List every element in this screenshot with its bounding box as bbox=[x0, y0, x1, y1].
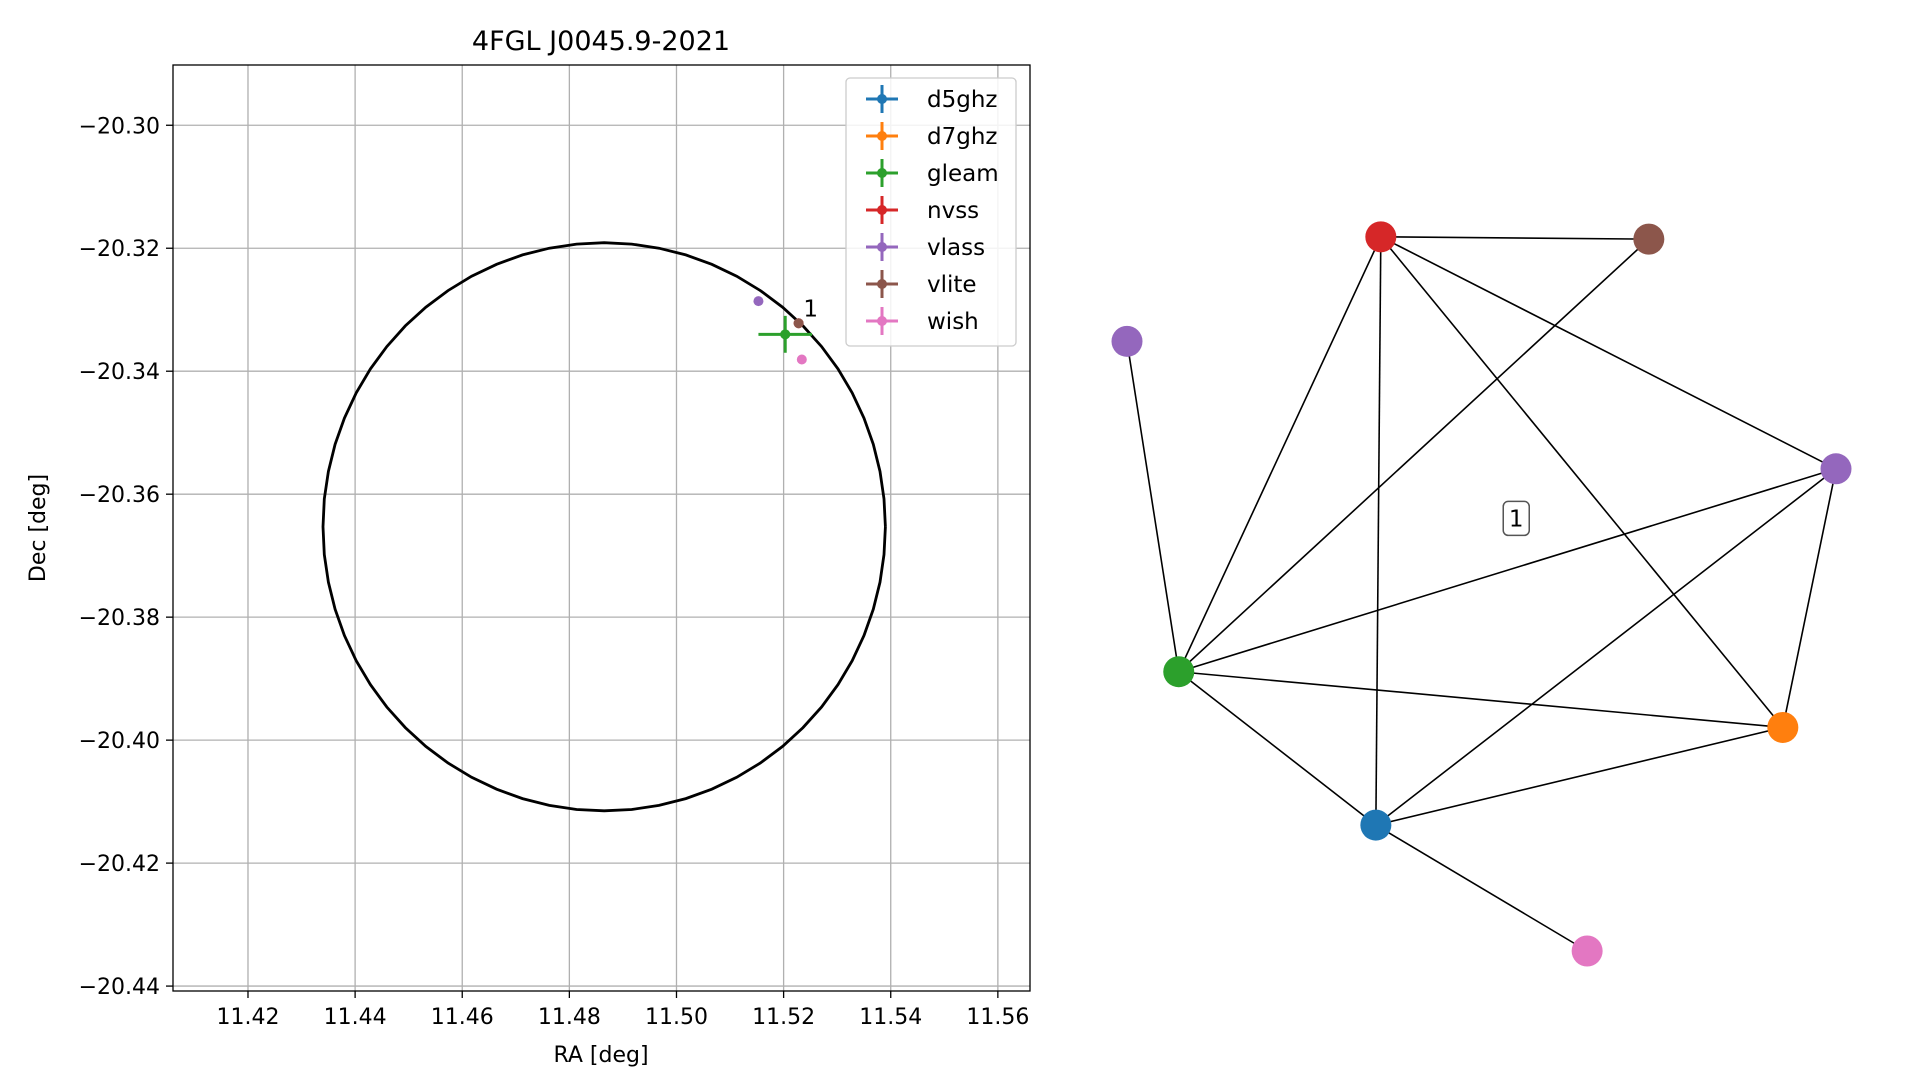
legend-label: vlite bbox=[927, 272, 977, 298]
y-tick-label: −20.34 bbox=[79, 360, 160, 385]
graph-node-n8 bbox=[1571, 935, 1603, 967]
graph-edge bbox=[1375, 824, 1588, 952]
chart-title: 4FGL J0045.9-2021 bbox=[472, 26, 730, 57]
legend-marker bbox=[877, 316, 887, 326]
legend-entry-wish: wish bbox=[866, 307, 979, 335]
graph-edge bbox=[1380, 236, 1649, 240]
y-tick-label: −20.38 bbox=[79, 606, 160, 631]
y-tick-label: −20.40 bbox=[79, 729, 160, 754]
x-tick-label: 11.50 bbox=[645, 1005, 708, 1030]
graph-label-box bbox=[1502, 500, 1530, 537]
legend-marker bbox=[877, 205, 887, 215]
graph-edge bbox=[1178, 671, 1377, 826]
graph-label-text: 1 bbox=[1509, 506, 1524, 532]
legend-label: wish bbox=[927, 309, 979, 335]
graph-node-n7 bbox=[1360, 809, 1392, 841]
legend-label: vlass bbox=[927, 235, 985, 261]
graph-edge bbox=[1178, 468, 1837, 673]
y-tick-label: −20.44 bbox=[79, 975, 160, 1000]
graph-edge bbox=[1375, 468, 1837, 826]
network-graph: 1 bbox=[1111, 221, 1852, 967]
legend-marker bbox=[877, 279, 887, 289]
legend-marker bbox=[877, 131, 887, 141]
legend-marker bbox=[877, 94, 887, 104]
graph-edge bbox=[1380, 236, 1784, 728]
graph-edge bbox=[1375, 726, 1784, 826]
graph-node-n1 bbox=[1365, 221, 1397, 253]
graph-node-n2 bbox=[1633, 223, 1665, 255]
data-points: 1 bbox=[753, 296, 818, 365]
ellipse-outline bbox=[321, 241, 887, 813]
axes-frame bbox=[172, 64, 1031, 992]
legend-label: gleam bbox=[927, 161, 999, 187]
legend-entry-vlass: vlass bbox=[866, 233, 985, 261]
x-tick-label: 11.52 bbox=[752, 1005, 815, 1030]
graph-edge bbox=[1178, 670, 1783, 729]
graph-edge bbox=[1380, 236, 1837, 470]
legend: d5ghz d7ghz gleam nvss vlass vlite wish bbox=[845, 77, 1017, 347]
graph-edge bbox=[1178, 238, 1650, 673]
graph-edges bbox=[1126, 236, 1837, 952]
graph-nodes bbox=[1111, 221, 1852, 967]
x-tick-label: 11.56 bbox=[966, 1005, 1029, 1030]
x-tick-label: 11.54 bbox=[859, 1005, 922, 1030]
graph-edge bbox=[1178, 236, 1382, 673]
marker-gleam bbox=[780, 329, 791, 340]
x-axis-ticks: 11.42 11.44 11.46 11.48 11.50 11.52 11.54 11.56 bbox=[216, 991, 1029, 1030]
point-gleam bbox=[758, 315, 813, 353]
legend-entry-nvss: nvss bbox=[866, 196, 979, 224]
scatter-chart: 1 11.42 11.44 11.46 11.48 11.50 11.52 11.54 11.… bbox=[26, 26, 1031, 1068]
legend-entry-d5ghz: d5ghz bbox=[866, 85, 997, 113]
x-tick-label: 11.48 bbox=[538, 1005, 601, 1030]
graph-node-n5 bbox=[1163, 656, 1195, 688]
point-annotation: 1 bbox=[803, 296, 818, 322]
graph-node-n4 bbox=[1820, 453, 1852, 485]
y-tick-label: −20.36 bbox=[79, 483, 160, 508]
legend-entries: d5ghz d7ghz gleam nvss vlass vlite wish bbox=[866, 85, 999, 335]
point-vlass bbox=[753, 296, 764, 307]
legend-label: nvss bbox=[927, 198, 979, 224]
marker-vlite bbox=[793, 318, 804, 329]
legend-marker bbox=[877, 168, 887, 178]
legend-box bbox=[845, 77, 1017, 347]
y-tick-label: −20.32 bbox=[79, 237, 160, 262]
marker-vlass bbox=[753, 296, 764, 307]
graph-node-n6 bbox=[1767, 711, 1799, 743]
x-tick-label: 11.46 bbox=[431, 1005, 494, 1030]
x-axis-label: RA [deg] bbox=[553, 1043, 648, 1068]
x-tick-label: 11.42 bbox=[216, 1005, 279, 1030]
graph-edge bbox=[1126, 341, 1180, 672]
x-tick-label: 11.44 bbox=[324, 1005, 387, 1030]
graph-edge bbox=[1375, 236, 1382, 826]
point-vlite bbox=[793, 318, 804, 329]
y-tick-label: −20.30 bbox=[79, 114, 160, 139]
legend-marker bbox=[877, 242, 887, 252]
marker-wish bbox=[796, 354, 807, 365]
legend-entry-gleam: gleam bbox=[866, 159, 999, 187]
point-wish bbox=[796, 354, 807, 365]
legend-label: d5ghz bbox=[927, 87, 997, 113]
graph-edge bbox=[1782, 468, 1837, 728]
error-ellipse bbox=[321, 241, 887, 813]
legend-entry-d7ghz: d7ghz bbox=[866, 122, 997, 150]
y-axis-ticks: −20.30 −20.32 −20.34 −20.36 −20.38 −20.40 −20.… bbox=[79, 114, 173, 1000]
graph-label: 1 bbox=[1502, 500, 1530, 537]
legend-entry-vlite: vlite bbox=[866, 270, 977, 298]
y-axis-label: Dec [deg] bbox=[26, 474, 51, 582]
y-tick-label: −20.42 bbox=[79, 852, 160, 877]
graph-node-n3 bbox=[1111, 325, 1143, 357]
legend-label: d7ghz bbox=[927, 124, 997, 150]
